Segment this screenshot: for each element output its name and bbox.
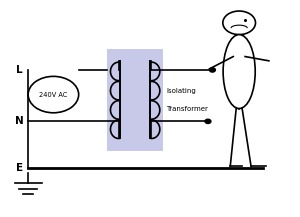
Bar [107,49,164,151]
Circle shape [28,76,79,113]
Circle shape [209,68,215,72]
Text: Isolating: Isolating [166,88,196,94]
Circle shape [205,119,211,123]
Text: Transformer: Transformer [166,105,208,112]
Text: N: N [15,116,24,126]
Text: 240V AC: 240V AC [39,92,68,98]
Ellipse shape [223,35,255,108]
Text: E: E [16,163,23,173]
Circle shape [223,11,256,35]
Text: L: L [16,65,22,75]
